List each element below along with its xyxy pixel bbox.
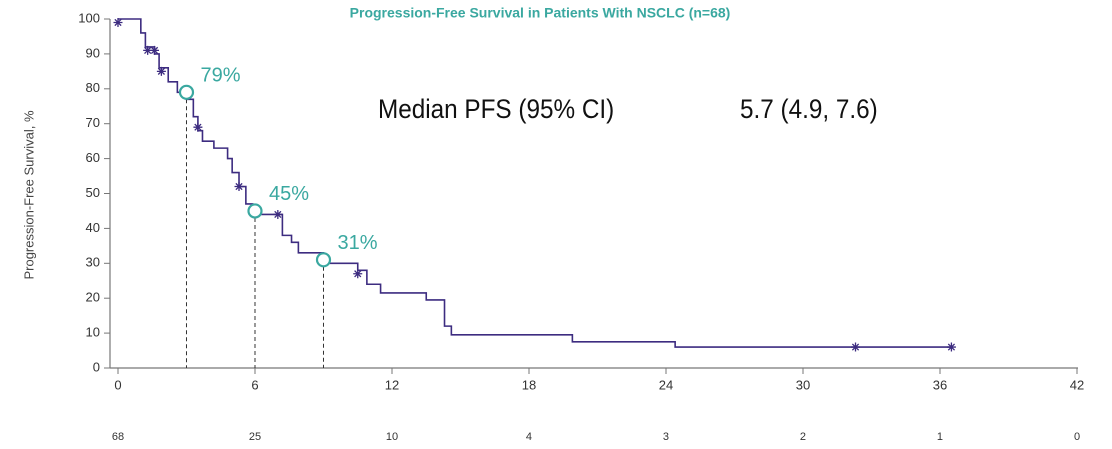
y-tick-label: 80 (86, 80, 100, 95)
censor-mark (193, 122, 203, 132)
y-tick-label: 10 (86, 325, 100, 340)
y-tick-label: 40 (86, 220, 100, 235)
y-tick-label: 60 (86, 150, 100, 165)
survival-point (178, 84, 195, 100)
survival-label: 31% (337, 232, 377, 254)
median-label: Median PFS (95% CI) (378, 95, 614, 124)
y-tick-label: 20 (86, 290, 100, 305)
median-value: 5.7 (4.9, 7.6) (740, 95, 878, 124)
x-tick-label: 30 (796, 377, 810, 392)
censor-mark (113, 17, 123, 27)
censor-mark (851, 342, 861, 352)
y-tick-label: 100 (78, 10, 100, 25)
y-tick-label: 70 (86, 115, 100, 130)
censor-mark (234, 182, 244, 192)
x-tick-label: 6 (251, 377, 258, 392)
at-risk-count: 3 (663, 431, 669, 443)
x-tick-label: 36 (933, 377, 947, 392)
censor-mark (156, 66, 166, 76)
censor-mark (946, 342, 956, 352)
censor-mark (353, 269, 363, 279)
at-risk-count: 25 (249, 431, 261, 443)
chart-title: Progression-Free Survival in Patients Wi… (350, 5, 731, 21)
x-tick-label: 12 (385, 377, 399, 392)
at-risk-count: 0 (1074, 431, 1080, 443)
at-risk-count: 1 (937, 431, 943, 443)
x-tick-label: 24 (659, 377, 673, 392)
y-tick-label: 0 (93, 359, 100, 374)
survival-label: 45% (269, 183, 309, 205)
y-tick-label: 30 (86, 255, 100, 270)
censor-mark (143, 45, 153, 55)
x-tick-label: 42 (1070, 377, 1084, 392)
y-tick-label: 50 (86, 185, 100, 200)
at-risk-count: 4 (526, 431, 532, 443)
survival-point (315, 252, 332, 268)
censor-mark (273, 209, 283, 219)
survival-point (247, 203, 263, 219)
at-risk-count: 2 (800, 431, 806, 443)
censor-mark (150, 45, 160, 55)
x-tick-label: 0 (114, 377, 121, 392)
y-axis-label: Progression-Free Survival, % (21, 110, 36, 279)
at-risk-count: 10 (386, 431, 398, 443)
at-risk-count: 68 (112, 431, 124, 443)
y-tick-label: 90 (86, 45, 100, 60)
x-tick-label: 18 (522, 377, 536, 392)
survival-curve (117, 18, 952, 348)
survival-label: 79% (200, 65, 240, 87)
